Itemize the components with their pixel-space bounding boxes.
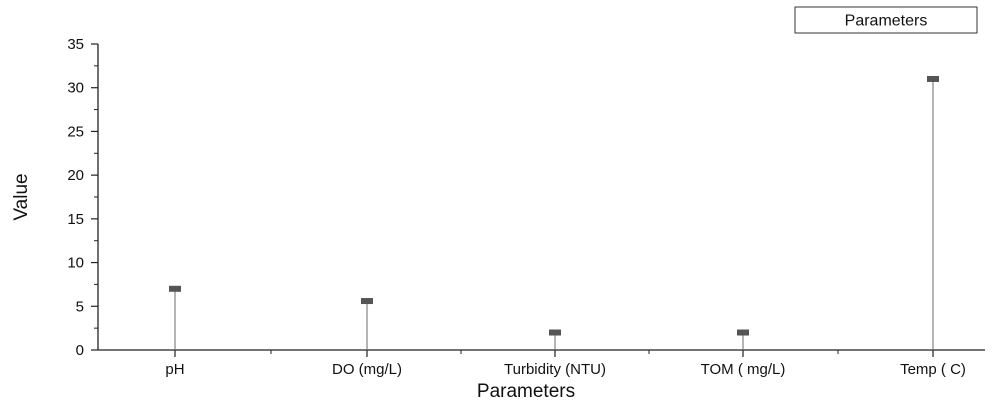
legend: Parameters: [794, 6, 978, 34]
legend-label: Parameters: [845, 13, 928, 30]
y-tick-label-5: 25: [67, 123, 84, 140]
y-tick-label-4: 20: [67, 167, 84, 184]
x-tick-label-0: pH: [165, 361, 184, 378]
y-tick-label-6: 30: [67, 80, 84, 97]
y-tick-label-1: 5: [76, 298, 84, 315]
y-tick-label-3: 15: [67, 211, 84, 228]
legend-box: [794, 6, 978, 34]
y-tick-label-7: 35: [67, 36, 84, 53]
y-tick-label-2: 10: [67, 255, 84, 272]
data-point-0: [169, 285, 181, 292]
x-tick-label-2: Turbidity (NTU): [504, 361, 606, 378]
y-ticks: 0 5 10 15 20 25 30 35: [67, 36, 98, 359]
x-axis-title: Parameters: [477, 381, 575, 402]
data-point-3: [737, 329, 749, 336]
data-point-2: [549, 329, 561, 336]
x-tick-label-4: Temp ( C): [900, 361, 966, 378]
y-axis-title: Value: [11, 173, 32, 220]
data-point-1: [361, 298, 373, 305]
y-tick-label-0: 0: [76, 342, 84, 359]
x-tick-label-1: DO (mg/L): [332, 361, 402, 378]
drop-lines: [174, 78, 934, 350]
data-point-4: [927, 75, 939, 82]
x-ticks: pH DO (mg/L) Turbidity (NTU) TOM ( mg/L) Tem…: [165, 350, 966, 378]
x-tick-label-3: TOM ( mg/L): [701, 361, 786, 378]
data-markers: [169, 75, 939, 336]
